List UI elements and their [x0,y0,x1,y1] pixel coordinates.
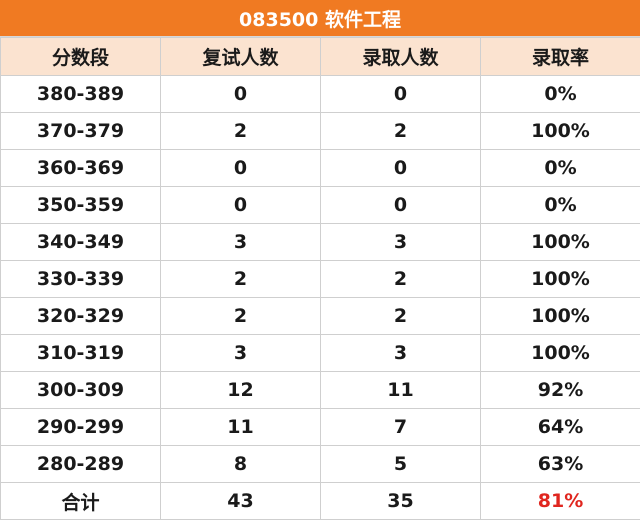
header-admission-rate: 录取率 [480,37,640,76]
header-admitted-count: 录取人数 [320,37,481,76]
admission-rate-cell: 64% [480,408,640,446]
table-row: 290-299 11 7 64% [0,408,640,446]
retest-count-cell: 0 [160,75,321,113]
score-range-cell: 340-349 [0,223,161,261]
total-label: 合计 [0,482,161,520]
header-retest-count: 复试人数 [160,37,321,76]
table-row: 370-379 2 2 100% [0,112,640,150]
admitted-count-cell: 0 [320,149,481,187]
retest-count-cell: 2 [160,260,321,298]
admitted-count-cell: 2 [320,260,481,298]
retest-count-cell: 11 [160,408,321,446]
table-row: 310-319 3 3 100% [0,334,640,372]
admitted-count-cell: 0 [320,186,481,224]
admitted-count-cell: 5 [320,445,481,483]
admission-table: 分数段 复试人数 录取人数 录取率 380-389 0 0 0% 370-379… [0,37,640,520]
retest-count-cell: 2 [160,112,321,150]
retest-count-cell: 0 [160,149,321,187]
score-range-cell: 300-309 [0,371,161,409]
total-retest-count: 43 [160,482,321,520]
table-row: 300-309 12 11 92% [0,371,640,409]
admission-rate-cell: 0% [480,75,640,113]
admission-rate-cell: 0% [480,149,640,187]
table-row: 360-369 0 0 0% [0,149,640,187]
admission-rate-cell: 100% [480,112,640,150]
score-range-cell: 290-299 [0,408,161,446]
score-range-cell: 380-389 [0,75,161,113]
admission-rate-cell: 100% [480,260,640,298]
admission-rate-cell: 100% [480,223,640,261]
score-range-cell: 370-379 [0,112,161,150]
admitted-count-cell: 2 [320,112,481,150]
retest-count-cell: 12 [160,371,321,409]
admitted-count-cell: 0 [320,75,481,113]
table-row: 350-359 0 0 0% [0,186,640,224]
admission-rate-cell: 100% [480,334,640,372]
admitted-count-cell: 7 [320,408,481,446]
score-range-cell: 360-369 [0,149,161,187]
retest-count-cell: 3 [160,223,321,261]
table-row: 320-329 2 2 100% [0,297,640,335]
table-row: 330-339 2 2 100% [0,260,640,298]
admitted-count-cell: 2 [320,297,481,335]
admission-rate-cell: 92% [480,371,640,409]
table-title: 083500 软件工程 [0,0,640,37]
retest-count-cell: 2 [160,297,321,335]
retest-count-cell: 8 [160,445,321,483]
score-range-cell: 310-319 [0,334,161,372]
header-score-range: 分数段 [0,37,161,76]
admission-rate-cell: 100% [480,297,640,335]
total-admitted-count: 35 [320,482,481,520]
retest-count-cell: 3 [160,334,321,372]
retest-count-cell: 0 [160,186,321,224]
admitted-count-cell: 3 [320,334,481,372]
score-range-cell: 350-359 [0,186,161,224]
admitted-count-cell: 3 [320,223,481,261]
table-row: 340-349 3 3 100% [0,223,640,261]
total-admission-rate: 81% [480,482,640,520]
table-row: 380-389 0 0 0% [0,75,640,113]
table-row: 280-289 8 5 63% [0,445,640,483]
header-row: 分数段 复试人数 录取人数 录取率 [0,37,640,76]
score-range-cell: 280-289 [0,445,161,483]
score-range-cell: 330-339 [0,260,161,298]
admission-rate-cell: 0% [480,186,640,224]
score-range-cell: 320-329 [0,297,161,335]
admission-rate-cell: 63% [480,445,640,483]
total-row: 合计 43 35 81% [0,482,640,520]
admitted-count-cell: 11 [320,371,481,409]
